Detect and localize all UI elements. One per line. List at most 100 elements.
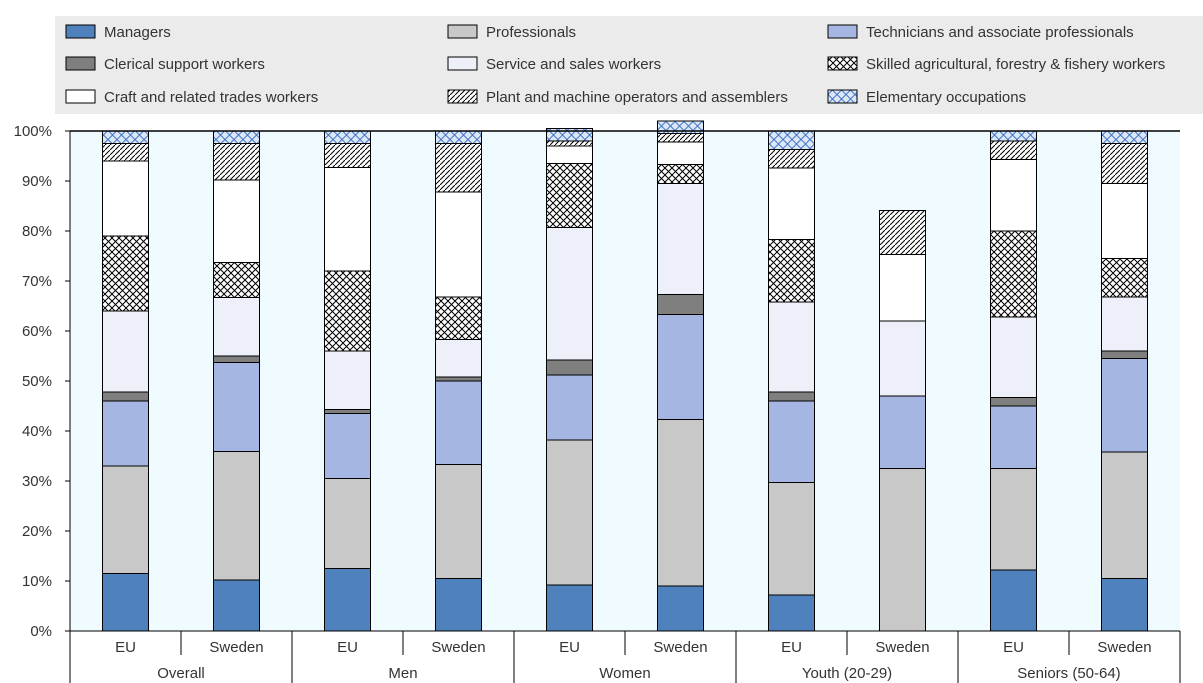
bar-segment-men-sweden-managers [435, 578, 482, 632]
bar-segment-overall-eu-service-and-sales-workers [102, 310, 149, 393]
bar-segment-youth-20-29-sweden-professionals [879, 468, 926, 632]
legend-label-technicians-and-associate-professionals: Technicians and associate professionals [866, 24, 1134, 41]
legend-background [55, 16, 1203, 114]
x-tick-label-sweden: Sweden [209, 639, 263, 656]
bar-segment-youth-20-29-eu-craft-and-related-trades-workers [768, 167, 815, 240]
group-label-women: Women [599, 665, 650, 682]
bar-segment-youth-20-29-sweden-plant-and-machine-operators-and-assemblers [879, 210, 926, 255]
bar-segment-overall-eu-managers [102, 573, 149, 632]
x-tick-label-eu: EU [1003, 639, 1024, 656]
bar-segment-youth-20-29-eu-skilled-agricultural-forestry-fishery-workers [768, 239, 815, 303]
plot-area [70, 120, 1180, 632]
bar-segment-men-sweden-plant-and-machine-operators-and-assemblers [435, 143, 482, 193]
legend-swatch-managers [65, 24, 96, 39]
bar-segment-youth-20-29-eu-plant-and-machine-operators-and-assemblers [768, 149, 815, 169]
legend-swatch-clerical-support-workers [65, 56, 96, 71]
bar-segment-overall-eu-plant-and-machine-operators-and-assemblers [102, 143, 149, 162]
bar-segment-overall-sweden-managers [213, 579, 260, 632]
bar-segment-youth-20-29-eu-service-and-sales-workers [768, 301, 815, 393]
bar-segment-seniors-50-64-eu-professionals [990, 468, 1037, 571]
bar-segment-youth-20-29-eu-professionals [768, 482, 815, 596]
bar-segment-youth-20-29-eu-clerical-support-workers [768, 391, 815, 402]
bar-segment-men-eu-plant-and-machine-operators-and-assemblers [324, 143, 371, 168]
legend-label-skilled-agricultural-forestry-fishery-workers: Skilled agricultural, forestry & fishery… [866, 56, 1165, 73]
x-tick-label-eu: EU [337, 639, 358, 656]
bar-segment-seniors-50-64-eu-elementary-occupations [990, 130, 1037, 142]
bar-segment-seniors-50-64-eu-plant-and-machine-operators-and-assemblers [990, 140, 1037, 160]
bar-segment-women-eu-plant-and-machine-operators-and-assemblers [546, 140, 593, 147]
bar-segment-youth-20-29-eu-elementary-occupations [768, 130, 815, 150]
bar-segment-seniors-50-64-sweden-technicians-and-associate-professionals [1101, 358, 1148, 453]
bar-segment-overall-sweden-technicians-and-associate-professionals [213, 362, 260, 452]
x-tick-label-sweden: Sweden [875, 639, 929, 656]
x-tick-label-sweden: Sweden [1097, 639, 1151, 656]
bar-segment-men-eu-service-and-sales-workers [324, 350, 371, 410]
x-tick-label-sweden: Sweden [431, 639, 485, 656]
bar-segment-overall-eu-craft-and-related-trades-workers [102, 160, 149, 237]
bar-segment-men-sweden-elementary-occupations [435, 130, 482, 144]
bar-segment-men-eu-skilled-agricultural-forestry-fishery-workers [324, 270, 371, 352]
y-tick-label: 10% [22, 573, 52, 590]
bar-segment-men-eu-elementary-occupations [324, 130, 371, 144]
bar-segment-youth-20-29-eu-managers [768, 594, 815, 632]
bar-segment-women-sweden-craft-and-related-trades-workers [657, 141, 704, 165]
legend-label-clerical-support-workers: Clerical support workers [104, 56, 265, 73]
bar-segment-overall-sweden-service-and-sales-workers [213, 297, 260, 357]
legend-swatch-skilled-agricultural-forestry-fishery-workers [827, 56, 858, 71]
x-tick-label-eu: EU [781, 639, 802, 656]
bar-segment-youth-20-29-sweden-craft-and-related-trades-workers [879, 254, 926, 322]
bar-segment-seniors-50-64-eu-craft-and-related-trades-workers [990, 159, 1037, 232]
bar-segment-overall-sweden-elementary-occupations [213, 130, 260, 144]
group-label-youth-20-29: Youth (20-29) [802, 665, 892, 682]
bar-segment-women-sweden-plant-and-machine-operators-and-assemblers [657, 133, 704, 143]
bar-segment-men-sweden-technicians-and-associate-professionals [435, 380, 482, 465]
legend-swatch-technicians-and-associate-professionals [827, 24, 858, 39]
bar-segment-overall-sweden-skilled-agricultural-forestry-fishery-workers [213, 262, 260, 298]
bar-segment-women-sweden-managers [657, 585, 704, 632]
legend-swatch-craft-and-related-trades-workers [65, 89, 96, 104]
legend-label-elementary-occupations: Elementary occupations [866, 89, 1026, 106]
bar-segment-seniors-50-64-eu-clerical-support-workers [990, 397, 1037, 407]
bar-segment-women-sweden-skilled-agricultural-forestry-fishery-workers [657, 164, 704, 184]
legend-label-managers: Managers [104, 24, 171, 41]
bar-segment-men-eu-technicians-and-associate-professionals [324, 413, 371, 479]
y-tick-label: 0% [30, 623, 52, 640]
bar-segment-men-sweden-clerical-support-workers [435, 376, 482, 382]
bar-segment-seniors-50-64-sweden-elementary-occupations [1101, 130, 1148, 144]
bar-segment-overall-eu-professionals [102, 465, 149, 574]
bar-segment-overall-sweden-clerical-support-workers [213, 355, 260, 363]
legend-swatch-elementary-occupations [827, 89, 858, 104]
bar-segment-seniors-50-64-eu-technicians-and-associate-professionals [990, 405, 1037, 469]
bar-segment-seniors-50-64-sweden-professionals [1101, 451, 1148, 579]
legend-label-professionals: Professionals [486, 24, 576, 41]
legend-label-service-and-sales-workers: Service and sales workers [486, 56, 661, 73]
x-tick-label-sweden: Sweden [653, 639, 707, 656]
bar-segment-seniors-50-64-sweden-skilled-agricultural-forestry-fishery-workers [1101, 258, 1148, 298]
x-tick-label-eu: EU [559, 639, 580, 656]
legend-label-craft-and-related-trades-workers: Craft and related trades workers [104, 89, 318, 106]
group-label-overall: Overall [157, 665, 205, 682]
bar-segment-men-sweden-craft-and-related-trades-workers [435, 191, 482, 298]
bar-segment-seniors-50-64-sweden-plant-and-machine-operators-and-assemblers [1101, 143, 1148, 184]
bar-segment-women-sweden-technicians-and-associate-professionals [657, 314, 704, 420]
bar-segment-men-eu-craft-and-related-trades-workers [324, 167, 371, 272]
bar-segment-overall-eu-skilled-agricultural-forestry-fishery-workers [102, 235, 149, 312]
group-label-seniors-50-64: Seniors (50-64) [1017, 665, 1120, 682]
bar-segment-youth-20-29-eu-technicians-and-associate-professionals [768, 400, 815, 483]
bar-segment-women-eu-craft-and-related-trades-workers [546, 145, 593, 164]
y-tick-label: 40% [22, 423, 52, 440]
bar-segment-youth-20-29-sweden-technicians-and-associate-professionals [879, 395, 926, 469]
bar-segment-seniors-50-64-sweden-clerical-support-workers [1101, 350, 1148, 359]
bar-segment-men-eu-managers [324, 568, 371, 632]
bar-segment-women-eu-skilled-agricultural-forestry-fishery-workers [546, 163, 593, 228]
y-tick-label: 90% [22, 173, 52, 190]
bar-segment-women-eu-service-and-sales-workers [546, 227, 593, 361]
bar-segment-overall-sweden-professionals [213, 451, 260, 581]
legend-swatch-plant-and-machine-operators-and-assemblers [447, 89, 478, 104]
bar-segment-seniors-50-64-sweden-craft-and-related-trades-workers [1101, 183, 1148, 259]
bar-segment-women-eu-managers [546, 584, 593, 632]
bar-segment-men-eu-clerical-support-workers [324, 409, 371, 414]
y-tick-label: 70% [22, 273, 52, 290]
